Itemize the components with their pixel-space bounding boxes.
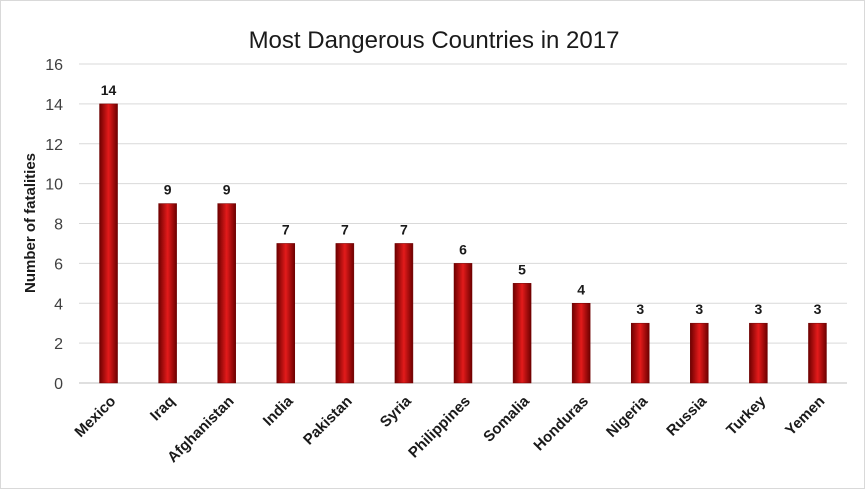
- y-tick-label: 8: [54, 217, 63, 234]
- data-label: 3: [636, 301, 644, 317]
- data-label: 9: [164, 182, 172, 198]
- y-tick-label: 14: [45, 97, 63, 114]
- data-label: 3: [695, 301, 703, 317]
- bar: [690, 322, 709, 384]
- category-label: India: [260, 392, 297, 429]
- y-tick-label: 2: [54, 336, 63, 353]
- bar: [512, 283, 532, 384]
- category-label: Nigeria: [603, 392, 651, 440]
- bar: [749, 322, 768, 384]
- data-label: 7: [400, 221, 408, 237]
- chart-title: Most Dangerous Countries in 2017: [249, 27, 620, 54]
- bar: [630, 322, 650, 384]
- category-label: Iraq: [147, 393, 178, 424]
- category-label: Turkey: [723, 392, 769, 438]
- data-label: 3: [754, 301, 762, 317]
- y-tick-label: 16: [45, 57, 63, 74]
- category-label: Mexico: [71, 393, 119, 441]
- bar: [453, 263, 473, 384]
- bar: [571, 303, 591, 384]
- y-tick-label: 0: [54, 376, 63, 393]
- bar: [394, 243, 414, 384]
- bar: [158, 203, 177, 384]
- y-tick-label: 12: [45, 137, 63, 154]
- data-label: 7: [341, 221, 349, 237]
- category-label: Pakistan: [300, 393, 356, 449]
- data-label: 6: [459, 241, 467, 257]
- bar: [99, 103, 118, 384]
- bar: [217, 203, 236, 384]
- y-tick-label: 10: [45, 177, 63, 194]
- bars: [99, 103, 827, 384]
- gridlines: [79, 63, 847, 384]
- data-label: 3: [814, 301, 822, 317]
- bar: [808, 322, 827, 384]
- y-tick-label: 4: [54, 296, 63, 313]
- y-axis-title: Number of fatalities: [22, 153, 39, 293]
- data-labels: 14 9 9 7 7 7 6 5 4 3 3 3 3: [101, 82, 822, 317]
- data-label: 7: [282, 221, 290, 237]
- data-label: 9: [223, 182, 231, 198]
- category-label: Syria: [377, 392, 415, 430]
- y-axis-ticks: 0 2 4 6 8 10 12 14 16: [45, 57, 63, 393]
- category-label: Russia: [663, 392, 710, 439]
- data-label: 4: [577, 281, 585, 297]
- bar: [276, 243, 296, 384]
- y-tick-label: 6: [54, 256, 63, 273]
- data-label: 5: [518, 261, 526, 277]
- category-label: Honduras: [530, 393, 592, 455]
- category-label: Philippines: [405, 393, 474, 462]
- category-label: Somalia: [480, 392, 533, 445]
- data-label: 14: [101, 82, 117, 98]
- bar: [335, 243, 355, 384]
- category-label: Yemen: [782, 393, 828, 439]
